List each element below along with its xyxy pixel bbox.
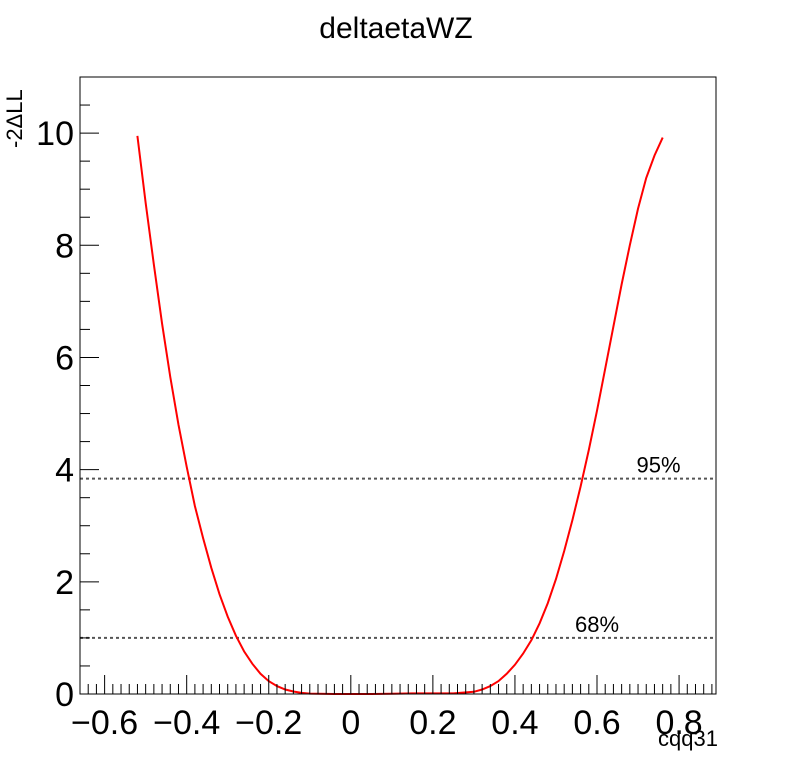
y-tick-label: 4 [55,452,74,490]
likelihood-curve [136,135,664,695]
reference-line-label: 68% [575,612,619,637]
reference-lines: 95% 68% [80,453,716,639]
x-tick-label: 0.2 [409,704,456,742]
y-axis-ticks: 0 2 4 6 8 10 [36,76,99,714]
reference-line-label: 95% [637,453,681,478]
y-tick-label: 6 [55,339,74,377]
y-tick-label: 10 [36,115,74,153]
y-tick-label: 2 [55,564,74,602]
chart-title: deltaetaWZ [319,12,472,45]
x-tick-label: −0.6 [71,704,138,742]
x-tick-label: 0.6 [573,704,620,742]
x-tick-label: 0.8 [655,704,702,742]
x-tick-label: 0 [341,704,360,742]
x-tick-label: −0.4 [153,704,220,742]
y-axis-title: -2ΔLL [2,89,27,148]
x-tick-label: −0.2 [235,704,302,742]
plot-frame [79,76,717,695]
y-tick-label: 0 [55,676,74,714]
x-axis-title: cqq31 [658,726,718,751]
x-axis-ticks: −0.6 −0.4 −0.2 0 0.2 0.4 0.6 0.8 [71,675,713,742]
curve-group [136,135,664,695]
y-tick-label: 8 [55,227,74,265]
x-tick-label: 0.4 [491,704,538,742]
